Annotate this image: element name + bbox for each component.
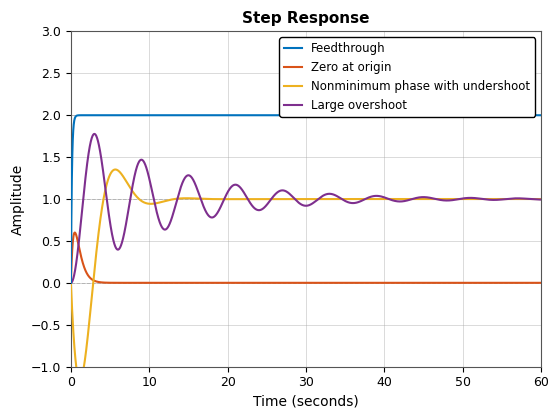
Feedthrough [179,113,186,118]
Nonminimum phase with undershoot [77,378,83,383]
Zero at origin [245,280,251,285]
Feedthrough [181,113,188,118]
Zero at origin [538,280,544,285]
Feedthrough [104,113,111,118]
Zero at origin [278,280,285,285]
Zero at origin [534,280,540,285]
Title: Step Response: Step Response [242,11,370,26]
Feedthrough [538,113,544,118]
Large overshoot [245,197,251,202]
Legend: Feedthrough, Zero at origin, Nonminimum phase with undershoot, Large overshoot: Feedthrough, Zero at origin, Nonminimum … [279,37,535,116]
Large overshoot [179,180,186,185]
Nonminimum phase with undershoot [538,197,544,202]
Nonminimum phase with undershoot [245,197,251,202]
Large overshoot [181,175,188,180]
Feedthrough [177,113,184,118]
Zero at origin [68,280,74,285]
Nonminimum phase with undershoot [534,197,541,202]
Nonminimum phase with undershoot [182,196,189,201]
Y-axis label: Amplitude: Amplitude [11,163,25,235]
Feedthrough [245,113,251,118]
Nonminimum phase with undershoot [177,196,184,201]
Feedthrough [278,113,285,118]
Line: Nonminimum phase with undershoot: Nonminimum phase with undershoot [71,170,541,380]
Large overshoot [68,280,74,285]
Nonminimum phase with undershoot [278,197,285,202]
Feedthrough [534,113,540,118]
Nonminimum phase with undershoot [68,280,74,285]
Nonminimum phase with undershoot [179,196,186,201]
Line: Large overshoot: Large overshoot [71,134,541,283]
Large overshoot [538,197,544,202]
Zero at origin [177,280,184,285]
Line: Zero at origin: Zero at origin [71,233,541,283]
Large overshoot [177,187,184,192]
Nonminimum phase with undershoot [112,167,119,172]
Zero at origin [72,230,78,235]
Zero at origin [179,280,186,285]
Zero at origin [181,280,188,285]
Feedthrough [68,280,74,285]
Large overshoot [278,188,285,193]
Line: Feedthrough: Feedthrough [71,115,541,283]
Large overshoot [534,197,540,202]
Large overshoot [91,131,98,136]
X-axis label: Time (seconds): Time (seconds) [253,395,359,409]
